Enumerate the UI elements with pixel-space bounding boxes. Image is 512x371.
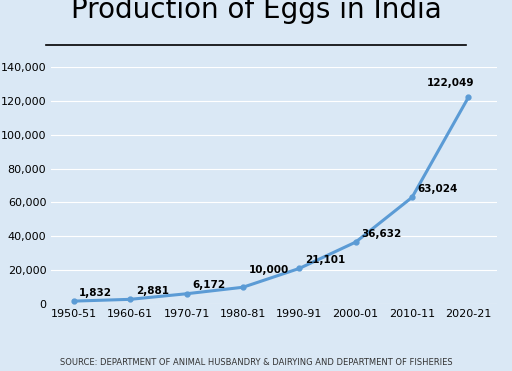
Text: 122,049: 122,049	[427, 78, 474, 88]
Text: 36,632: 36,632	[361, 229, 401, 239]
Text: 10,000: 10,000	[248, 265, 289, 275]
Text: 2,881: 2,881	[136, 286, 168, 296]
Text: 1,832: 1,832	[79, 288, 112, 298]
Text: 6,172: 6,172	[192, 280, 225, 290]
Text: SOURCE: DEPARTMENT OF ANIMAL HUSBANDRY & DAIRYING AND DEPARTMENT OF FISHERIES: SOURCE: DEPARTMENT OF ANIMAL HUSBANDRY &…	[60, 358, 452, 367]
Text: Production of Eggs in India: Production of Eggs in India	[71, 0, 441, 24]
Text: 21,101: 21,101	[305, 255, 345, 265]
Text: 63,024: 63,024	[418, 184, 458, 194]
